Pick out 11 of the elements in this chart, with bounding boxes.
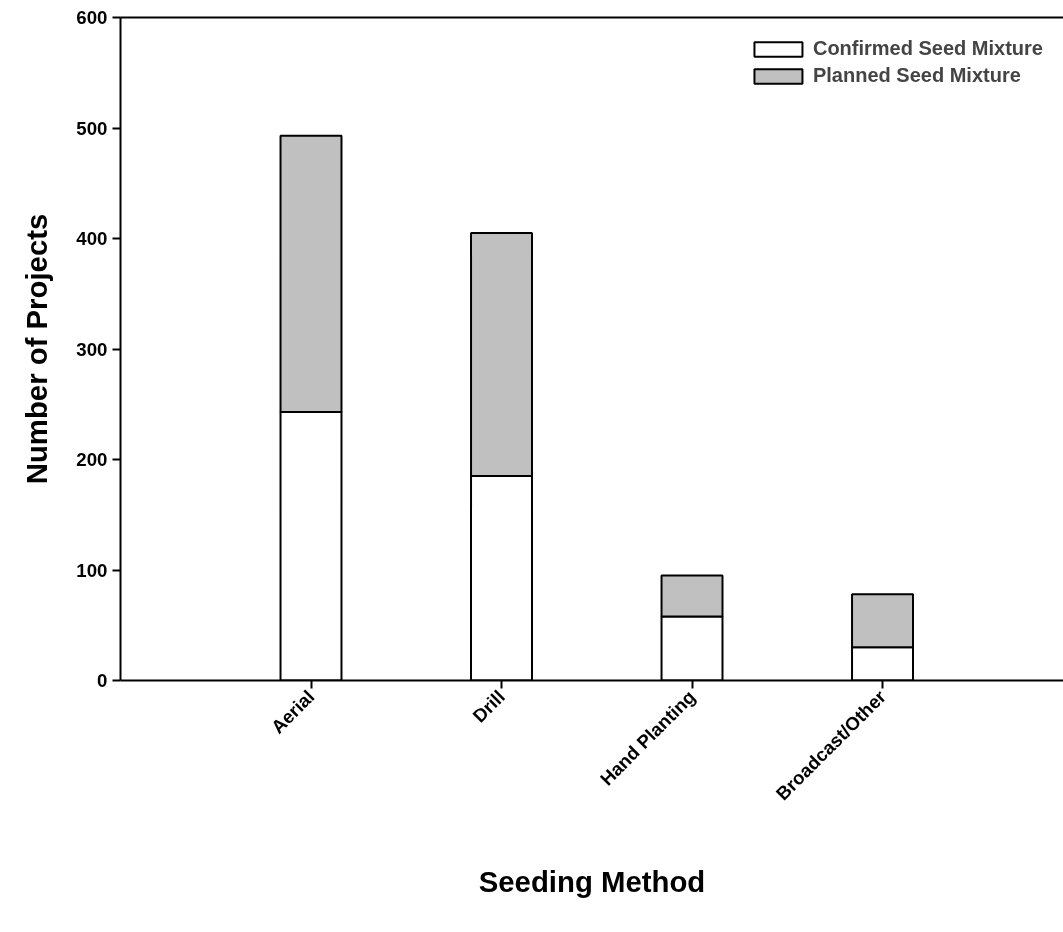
legend-label: Confirmed Seed Mixture <box>812 37 1043 60</box>
y-tick-label: 500 <box>76 117 108 139</box>
y-axis-title: Number of Projects <box>20 213 54 485</box>
legend-label: Planned Seed Mixture <box>812 64 1021 87</box>
y-tick-label: 400 <box>76 228 108 249</box>
y-tick-label: 0 <box>97 670 108 691</box>
y-tick-label: 600 <box>76 7 108 28</box>
y-tick-label: 200 <box>76 449 108 470</box>
y-tick-label: 100 <box>76 559 108 581</box>
y-tick-label: 300 <box>76 338 108 360</box>
x-axis-title: Seeding Method <box>478 864 706 898</box>
